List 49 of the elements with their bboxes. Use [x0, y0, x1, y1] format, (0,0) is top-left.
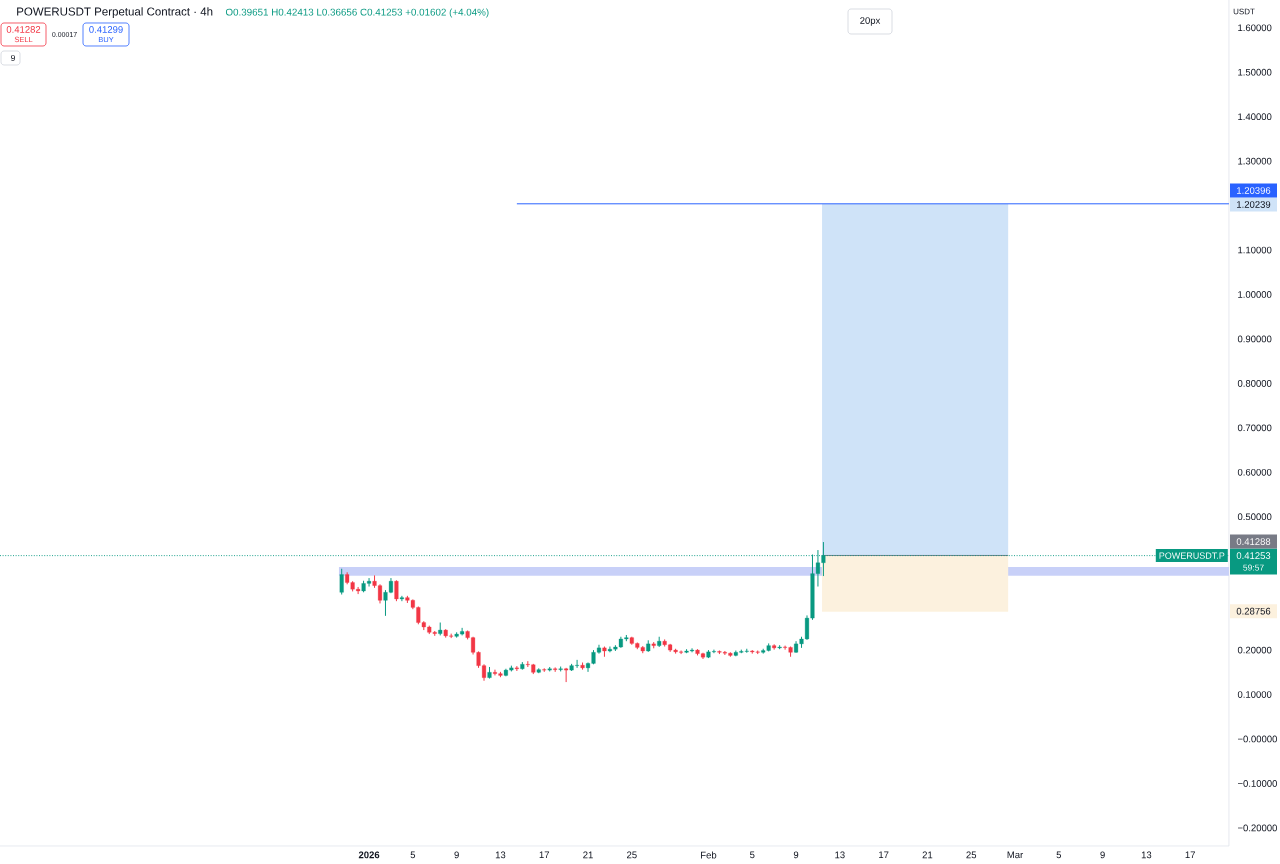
- y-tick-label: 1.10000: [1238, 246, 1272, 254]
- x-tick-label: 5: [749, 851, 755, 859]
- x-tick-label: 2026: [358, 851, 380, 859]
- y-tick-label: 1.00000: [1238, 291, 1272, 298]
- text: USDT: [1233, 8, 1255, 15]
- y-tick-label: −0.20000: [1237, 824, 1277, 832]
- x-tick-label: 5: [410, 851, 416, 859]
- x-tick-label: 9: [454, 851, 459, 859]
- text: 0.28756: [1236, 607, 1271, 615]
- y-tick-label: 0.10000: [1237, 691, 1272, 698]
- x-tick-label: 5: [1056, 851, 1062, 859]
- annotation: 20px: [860, 17, 881, 26]
- y-tick-label: 0.20000: [1237, 646, 1272, 654]
- x-tick-label: 21: [922, 851, 933, 859]
- x-tick-label: 25: [627, 851, 637, 859]
- text: 1.20239: [1237, 201, 1271, 208]
- y-tick-label: 0.50000: [1237, 513, 1272, 521]
- annotation: 0.41299: [89, 26, 123, 33]
- y-tick-label: 0.80000: [1237, 380, 1272, 387]
- text: O0.39651 H0.42413 L0.36656 C0.41253 +0.01602 (+4.04%): [225, 8, 489, 18]
- ref-line-label: 0.41253: [1236, 552, 1271, 559]
- text: 0.41288: [1236, 538, 1271, 545]
- x-tick-label: Mar: [1007, 851, 1024, 859]
- x-tick-label: 21: [583, 851, 593, 859]
- y-tick-label: 0.60000: [1237, 468, 1272, 476]
- text: 59:57: [1243, 564, 1264, 571]
- x-tick-label: 25: [966, 851, 977, 859]
- x-tick-label: 13: [1141, 851, 1152, 859]
- y-tick-label: 1.50000: [1238, 68, 1272, 76]
- text: POWERUSDT Perpetual Contract · 4h: [17, 7, 213, 18]
- x-tick-label: 17: [879, 851, 889, 859]
- x-tick-label: 9: [1100, 851, 1105, 859]
- x-tick-label: 13: [495, 851, 506, 859]
- x-tick-label: Feb: [701, 851, 717, 859]
- annotation: 0.41282: [6, 26, 41, 33]
- annotation: POWERUSDT.P: [1159, 552, 1225, 559]
- y-tick-label: 0.70000: [1237, 424, 1272, 432]
- y-tick-label: 1.60000: [1238, 24, 1272, 32]
- x-tick-label: 9: [793, 851, 799, 859]
- data-label: 1.20396: [1237, 187, 1271, 194]
- y-tick-label: 0.90000: [1237, 335, 1272, 343]
- y-tick-label: 1.40000: [1238, 113, 1272, 121]
- y-tick-label: −0.00000: [1237, 735, 1277, 743]
- y-tick-label: 1.30000: [1238, 157, 1272, 165]
- x-tick-label: 17: [1185, 851, 1195, 859]
- y-tick-label: −0.10000: [1237, 780, 1277, 787]
- x-tick-label: 13: [835, 851, 845, 859]
- x-tick-label: 17: [539, 851, 550, 859]
- annotation: 9: [11, 54, 15, 61]
